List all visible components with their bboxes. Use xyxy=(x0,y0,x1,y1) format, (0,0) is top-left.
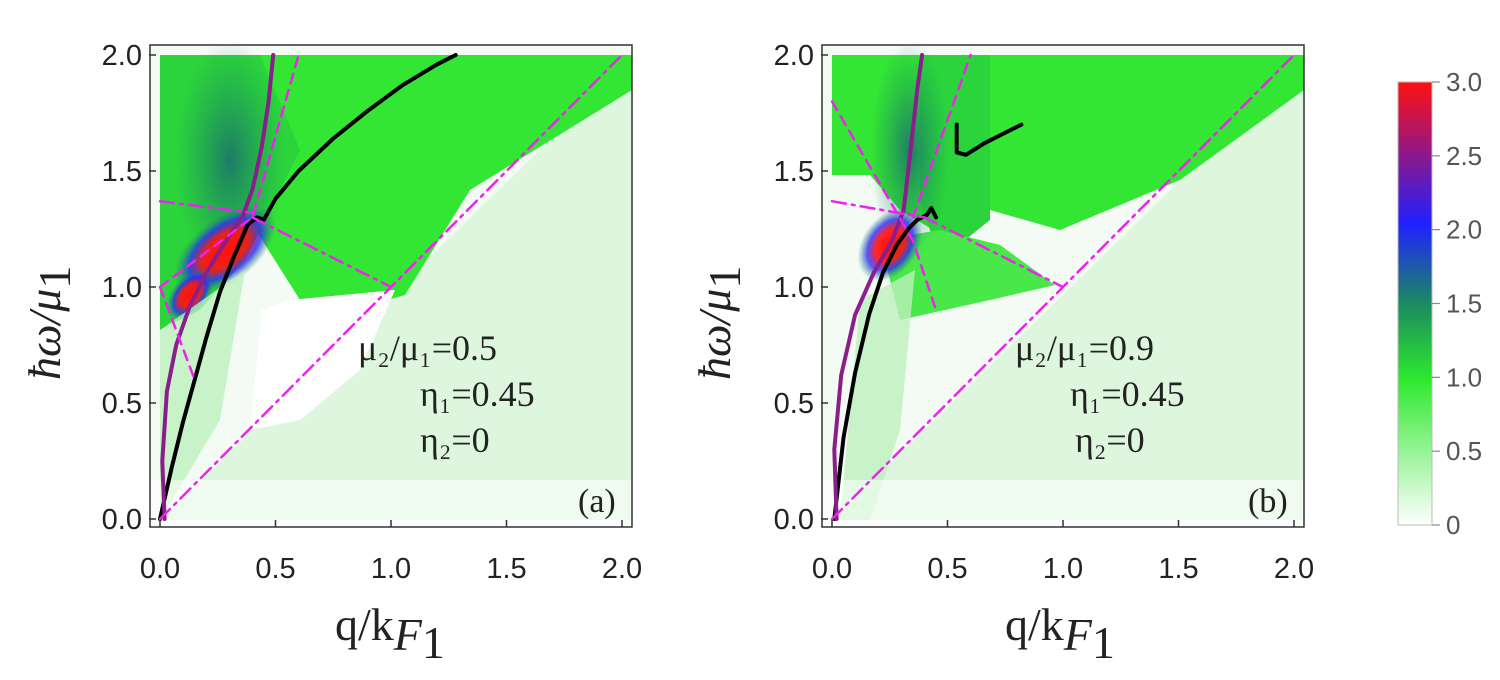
ytick-label-b-3: 1.5 xyxy=(774,156,814,188)
colorbar-tick-label-4: 1.0 xyxy=(1446,362,1482,392)
xtick-label-b-1: 0.5 xyxy=(927,553,967,585)
series-b-6 xyxy=(830,199,926,219)
panel-b: 0.0 0.5 1.0 1.5 2.0 0.0 0.5 1.0 1.5 2.0 μ₂/μ₁=0.9… xyxy=(689,40,1314,668)
series-a-0 xyxy=(158,53,458,521)
panel-label-a: (a) xyxy=(578,483,616,520)
colorbar-tick-label-1: 2.5 xyxy=(1446,141,1482,171)
colorbar-gradient xyxy=(1397,81,1433,526)
xlabel-a: q/kF1 xyxy=(335,599,445,668)
xlabel-b-main: q/k xyxy=(1005,599,1064,650)
colorbar-tick-label-5: 0.5 xyxy=(1446,436,1482,466)
ytick-label-a-1: 0.5 xyxy=(102,388,142,420)
ylabel-b-main: ħω/μ xyxy=(689,289,740,380)
xlabel-a-main: q/k xyxy=(335,599,394,650)
ytick-label-a-3: 1.5 xyxy=(102,156,142,188)
xtick-label-b-3: 1.5 xyxy=(1158,553,1198,585)
xtick-label-b-0: 0.0 xyxy=(812,553,852,585)
series-a-5 xyxy=(158,199,254,215)
ytick-label-a-2: 1.0 xyxy=(102,272,142,304)
ticks-b: 0.0 0.5 1.0 1.5 2.0 0.0 0.5 1.0 1.5 2.0 xyxy=(774,40,1314,585)
annotation-eta2-a: η₂=0 xyxy=(420,420,490,460)
xlabel-b: q/kF1 xyxy=(1005,599,1115,668)
series-b-7 xyxy=(923,216,1065,289)
ytick-label-b-1: 0.5 xyxy=(774,388,814,420)
ytick-label-b-0: 0.0 xyxy=(774,504,814,536)
xlabel-b-sub: F xyxy=(1063,609,1093,660)
xtick-label-a-1: 0.5 xyxy=(255,553,295,585)
ticks-a: 0.0 0.5 1.0 1.5 2.0 0.0 0.5 1.0 1.5 2.0 xyxy=(102,40,642,585)
ytick-label-a-0: 0.0 xyxy=(102,504,142,536)
series-b-3 xyxy=(830,100,938,312)
series-layer-a xyxy=(158,53,624,521)
xtick-label-a-2: 1.0 xyxy=(371,553,411,585)
ylabel-a: ħω/μ1 xyxy=(19,266,80,380)
xtick-label-a-4: 2.0 xyxy=(602,553,642,585)
series-a-1 xyxy=(160,53,276,521)
series-b-0 xyxy=(832,206,938,521)
xtick-label-b-4: 2.0 xyxy=(1274,553,1314,585)
heatmap-b xyxy=(822,45,1304,527)
panel-label-b: (b) xyxy=(1248,483,1288,520)
ylabel-b: ħω/μ1 xyxy=(689,266,750,380)
xlabel-a-sub: F xyxy=(393,609,423,660)
series-b-2 xyxy=(832,53,925,521)
xtick-label-a-0: 0.0 xyxy=(140,553,180,585)
colorbar-tick-label-3: 1.5 xyxy=(1446,289,1482,319)
ylabel-a-sub: 1 xyxy=(29,266,80,289)
series-a-3 xyxy=(158,285,196,382)
annotation-eta2-b: η₂=0 xyxy=(1075,420,1145,460)
ylabel-b-sub: 1 xyxy=(699,266,750,289)
series-b-4 xyxy=(911,53,972,219)
xlabel-a-subsub: 1 xyxy=(422,617,445,668)
series-layer-b xyxy=(830,53,1296,521)
series-a-6 xyxy=(251,216,393,289)
xtick-label-a-3: 1.5 xyxy=(486,553,526,585)
annotation-eta1-a: η₁=0.45 xyxy=(420,374,535,414)
series-a-2 xyxy=(158,53,300,289)
colorbar: 3.0 2.5 2.0 1.5 1.0 0.5 0 xyxy=(1397,67,1482,540)
colorbar-tick-label-6: 0 xyxy=(1446,510,1460,540)
colorbar-tick-label-0: 3.0 xyxy=(1446,67,1482,97)
ytick-label-b-4: 2.0 xyxy=(774,40,814,72)
annotation-eta1-b: η₁=0.45 xyxy=(1070,374,1185,414)
ylabel-a-main: ħω/μ xyxy=(19,289,70,380)
xtick-label-b-2: 1.0 xyxy=(1043,553,1083,585)
colorbar-ticks: 3.0 2.5 2.0 1.5 1.0 0.5 0 xyxy=(1432,67,1482,540)
panel-a: 0.0 0.5 1.0 1.5 2.0 0.0 0.5 1.0 1.5 2.0 μ₂/μ₁=0.5… xyxy=(19,40,642,668)
ytick-label-b-2: 1.0 xyxy=(774,272,814,304)
annotation-mu-ratio-b: μ₂/μ₁=0.9 xyxy=(1015,328,1154,368)
colorbar-tick-label-2: 2.0 xyxy=(1446,215,1482,245)
annotation-mu-ratio-a: μ₂/μ₁=0.5 xyxy=(358,328,497,368)
xlabel-b-subsub: 1 xyxy=(1092,617,1115,668)
ytick-label-a-4: 2.0 xyxy=(102,40,142,72)
series-b-1 xyxy=(954,122,1024,157)
